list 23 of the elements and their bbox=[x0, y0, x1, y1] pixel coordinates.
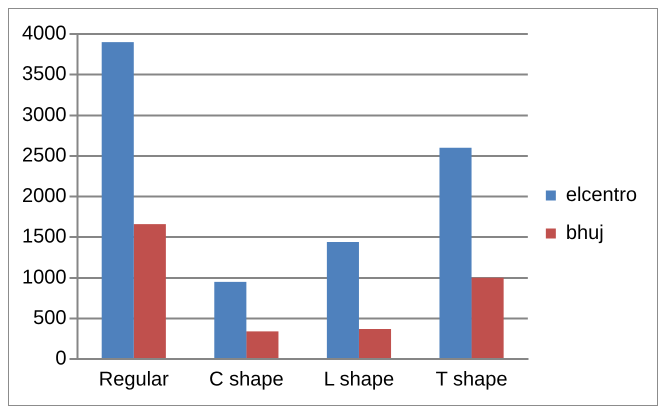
legend-label: elcentro bbox=[566, 184, 638, 206]
legend-label: bhuj bbox=[566, 222, 604, 244]
y-tick-label: 2000 bbox=[22, 185, 66, 208]
y-tick-label: 0 bbox=[55, 348, 66, 370]
y-tick-label: 1500 bbox=[22, 226, 66, 248]
bar bbox=[102, 42, 134, 358]
y-tick-label: 3000 bbox=[22, 104, 66, 126]
x-tick-label: L shape bbox=[324, 368, 394, 391]
y-tick-label: 2500 bbox=[22, 144, 66, 166]
x-tick-label: C shape bbox=[209, 368, 284, 391]
x-tick-label: Regular bbox=[98, 368, 170, 391]
bar bbox=[358, 328, 392, 358]
y-tick-label: 3500 bbox=[22, 63, 66, 86]
x-tick-label: T shape bbox=[436, 368, 508, 391]
bar bbox=[246, 331, 278, 358]
y-tick-label: 500 bbox=[33, 306, 66, 329]
bar bbox=[214, 282, 246, 358]
bar bbox=[472, 278, 504, 358]
y-tick-label: 1000 bbox=[22, 266, 66, 288]
y-tick-label: 4000 bbox=[22, 22, 66, 45]
bar bbox=[326, 242, 359, 358]
bar bbox=[439, 148, 472, 358]
bar bbox=[134, 224, 166, 358]
